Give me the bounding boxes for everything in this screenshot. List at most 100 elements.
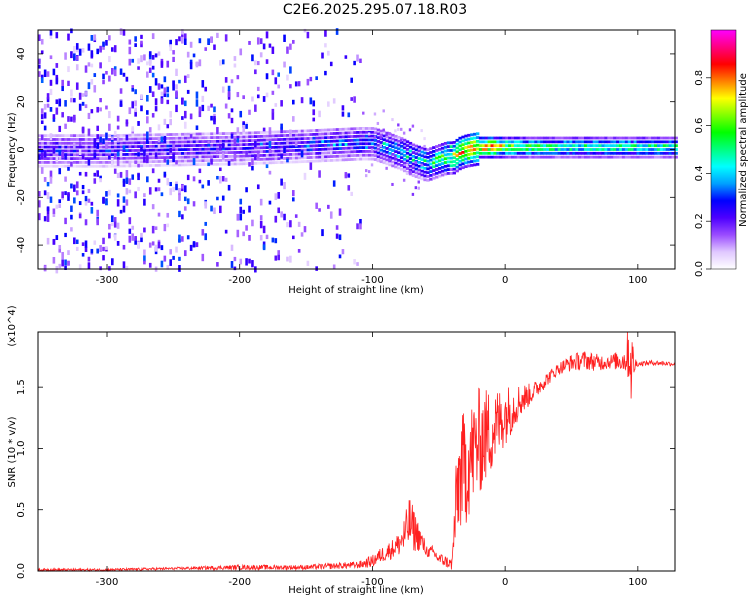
spectrogram-cell xyxy=(166,156,170,159)
spectrogram-cell xyxy=(324,140,328,143)
spectrogram-cell xyxy=(87,256,91,262)
spectrogram-cell xyxy=(73,138,77,141)
spectrogram-cell xyxy=(426,178,430,182)
spectrogram-cell xyxy=(671,136,675,140)
spectrogram-cell xyxy=(207,162,210,167)
spectrogram-cell xyxy=(99,161,103,164)
spectrogram-cell xyxy=(595,148,600,151)
spectrogram-cell xyxy=(510,136,515,140)
spectrogram-cell xyxy=(388,158,391,162)
spectrogram-cell xyxy=(210,132,214,136)
spectrogram-cell xyxy=(265,234,269,240)
spectrogram-cell xyxy=(432,161,436,165)
spectrogram-cell xyxy=(70,214,73,220)
spectrogram-cell xyxy=(64,123,67,129)
spectrogram-cell xyxy=(271,157,275,161)
spectrogram-cell xyxy=(116,151,120,157)
spectrogram-cell xyxy=(49,88,53,96)
spectrogram-cell xyxy=(70,138,74,141)
spectrogram-cell xyxy=(467,137,471,141)
spectrogram-cell xyxy=(446,172,451,175)
spectrogram-cell xyxy=(233,162,238,166)
spectrogram-cell xyxy=(125,199,129,206)
spectrogram-cell xyxy=(96,248,99,254)
spectrogram-cell xyxy=(134,160,137,164)
spectrogram-cell xyxy=(411,124,415,128)
spectrogram-cell xyxy=(119,156,124,160)
spectrogram-cell xyxy=(78,138,83,141)
spectrogram-cell xyxy=(309,133,313,136)
spectrogram-cell xyxy=(286,153,290,156)
spectrogram-cell xyxy=(186,89,190,94)
spectrogram-cell xyxy=(163,152,167,156)
spectrogram-cell xyxy=(84,104,88,109)
spectrogram-cell xyxy=(227,155,232,158)
spectrogram-cell xyxy=(315,136,319,140)
spectrogram-cell xyxy=(639,144,643,148)
spectrogram-cell xyxy=(405,144,410,147)
spectrogram-cell xyxy=(70,183,73,189)
spectrogram-cell xyxy=(309,129,313,133)
spectrogram-cell xyxy=(449,149,454,152)
spectrogram-cell xyxy=(385,135,389,139)
spectrogram-cell xyxy=(90,201,94,206)
spectrogram-cell xyxy=(134,145,138,149)
spectrogram-cell xyxy=(318,128,322,132)
spectrogram-cell xyxy=(78,149,82,156)
spectrogram-cell xyxy=(245,162,249,166)
spectrogram-cell xyxy=(405,167,410,170)
spectrogram-cell xyxy=(332,143,337,147)
spectrogram-cell xyxy=(583,140,588,144)
spectrogram-cell xyxy=(230,154,235,158)
spectrogram-cell xyxy=(75,181,79,189)
spectrogram-cell xyxy=(306,160,311,163)
spectrogram-cell xyxy=(394,138,398,142)
spectrogram-cell xyxy=(490,144,494,148)
spectrogram-cell xyxy=(143,150,146,157)
spectrogram-cell xyxy=(385,162,389,166)
spectrogram-cell xyxy=(137,133,141,137)
spectrogram-cell xyxy=(665,155,670,159)
spectrogram-cell xyxy=(262,244,266,251)
spectrogram-cell xyxy=(262,96,266,102)
spectrogram-cell xyxy=(242,231,245,237)
spectrogram-cell xyxy=(219,143,223,147)
spectrogram-cell xyxy=(618,151,623,155)
spectrogram-cell xyxy=(90,149,94,153)
spectrogram-cell xyxy=(289,66,292,74)
spectrogram-cell xyxy=(49,30,53,36)
spectrogram-cell xyxy=(96,106,99,113)
spectrogram-cell xyxy=(642,155,646,159)
spectrogram-cell xyxy=(455,154,459,158)
spectrogram-cell xyxy=(183,155,188,159)
spectrogram-cell xyxy=(306,133,311,137)
spectrogram-cell xyxy=(671,144,675,148)
spectrogram-cell xyxy=(277,149,281,153)
spectrogram-cell xyxy=(113,221,117,228)
spectrogram-cell xyxy=(598,144,602,148)
spectrogram-cell xyxy=(651,144,655,148)
spectrogram-cell xyxy=(119,209,123,214)
spectrogram-cell xyxy=(160,245,164,251)
spectrogram-cell xyxy=(87,188,91,194)
spectrogram-cell xyxy=(186,51,190,58)
spectrogram-cell xyxy=(43,190,47,196)
spectrogram-cell xyxy=(99,107,102,112)
spectrogram-cell xyxy=(143,54,146,61)
spectrogram-cell xyxy=(140,164,144,168)
spectrogram-cell xyxy=(189,140,194,144)
spectrogram-cell xyxy=(446,168,451,171)
spectrogram-cell xyxy=(473,140,477,144)
spectrogram-cell xyxy=(221,176,225,182)
spectrogram-cell xyxy=(335,233,339,239)
spectrogram-cell xyxy=(414,186,418,190)
spectrogram-cell xyxy=(81,153,86,157)
spectrogram-cell xyxy=(131,141,135,145)
spectrogram-cell xyxy=(519,140,524,144)
spectrogram-cell xyxy=(303,133,308,137)
spectrogram-cell xyxy=(248,135,252,139)
spectrogram-cell xyxy=(294,145,299,148)
spectrogram-cell xyxy=(265,146,270,150)
spectrogram-cell xyxy=(303,141,308,144)
spectrogram-cell xyxy=(674,148,678,151)
